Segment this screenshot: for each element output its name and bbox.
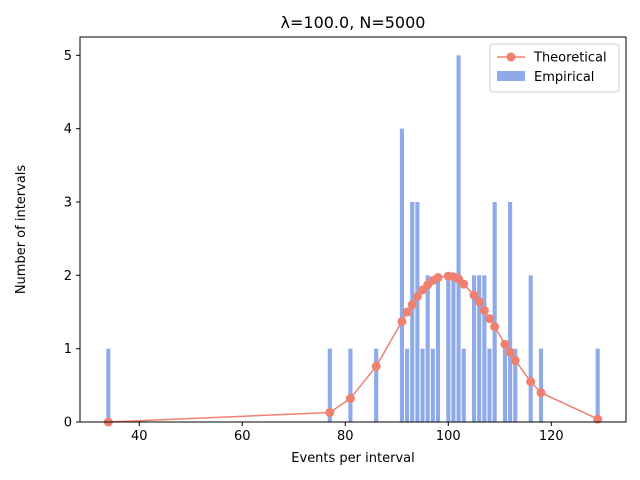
- empirical-bar: [410, 202, 415, 422]
- empirical-bar: [502, 348, 508, 422]
- empirical-bar: [399, 128, 404, 422]
- y-axis: 0 1 2 3 4 5: [64, 49, 80, 431]
- empirical-bar: [425, 275, 430, 422]
- theoretical-point: [345, 394, 355, 404]
- empirical-bar: [492, 202, 497, 422]
- theoretical-point: [485, 314, 494, 324]
- empirical-bar: [595, 348, 600, 422]
- empirical-bar: [430, 348, 435, 422]
- y-axis-label: Number of intervals: [14, 165, 29, 295]
- theoretical-point: [402, 307, 412, 317]
- empirical-bar: [461, 348, 466, 422]
- empirical-bar: [106, 348, 111, 422]
- theoretical-point: [593, 414, 603, 424]
- empirical-bar: [435, 275, 441, 422]
- empirical-bar: [451, 275, 456, 422]
- theoretical-point: [526, 377, 536, 387]
- theoretical-point: [474, 297, 484, 307]
- empirical-bar: [405, 348, 410, 422]
- theoretical-point: [325, 407, 335, 417]
- theoretical-point: [500, 339, 510, 349]
- theoretical-point: [371, 361, 381, 371]
- x-tick-label: 60: [234, 429, 251, 444]
- theoretical-point: [536, 388, 546, 398]
- empirical-bar: [374, 348, 379, 422]
- empirical-bar: [348, 348, 353, 422]
- theoretical-point: [505, 347, 515, 357]
- theoretical-point: [407, 300, 417, 310]
- empirical-bar: [456, 55, 461, 422]
- x-tick-label: 40: [131, 429, 148, 444]
- theoretical-point: [397, 317, 407, 327]
- legend: Theoretical Empirical: [489, 43, 620, 93]
- empirical-bar: [327, 348, 332, 422]
- empirical-bar: [415, 202, 420, 422]
- theoretical-point: [433, 273, 443, 283]
- x-axis: 40 60 80 100 120: [131, 422, 564, 444]
- legend-empirical-label: Empirical: [534, 70, 594, 85]
- theoretical-line: [103, 271, 603, 427]
- empirical-bar: [477, 275, 482, 422]
- chart-title: λ=100.0, N=5000: [281, 13, 426, 32]
- theoretical-point: [510, 355, 520, 365]
- y-tick-label: 4: [64, 122, 72, 137]
- theoretical-point: [479, 306, 489, 316]
- y-tick-label: 5: [64, 49, 72, 64]
- empirical-bar: [508, 202, 513, 422]
- empirical-bar: [471, 275, 477, 422]
- empirical-bars: [106, 55, 600, 422]
- y-tick-label: 1: [64, 342, 72, 357]
- empirical-bar: [446, 275, 451, 422]
- x-axis-label: Events per interval: [291, 451, 414, 466]
- theoretical-point: [459, 279, 469, 289]
- empirical-bar: [513, 348, 518, 422]
- theoretical-point: [412, 292, 422, 302]
- legend-theoretical-label: Theoretical: [533, 51, 607, 66]
- x-tick-label: 100: [436, 429, 461, 444]
- theoretical-point: [469, 290, 479, 300]
- legend-empirical-swatch: [497, 71, 525, 81]
- empirical-bar: [482, 275, 487, 422]
- theoretical-point: [490, 322, 500, 332]
- x-tick-label: 80: [337, 429, 354, 444]
- empirical-bar: [420, 348, 425, 422]
- y-tick-label: 0: [64, 416, 72, 431]
- x-tick-label: 120: [539, 429, 564, 444]
- legend-theoretical-marker: [506, 52, 516, 62]
- empirical-bar: [487, 348, 492, 422]
- empirical-bar: [538, 348, 544, 422]
- y-tick-label: 3: [64, 196, 72, 211]
- plot-frame: [79, 36, 627, 423]
- y-tick-label: 2: [64, 269, 72, 284]
- empirical-bar: [528, 275, 533, 422]
